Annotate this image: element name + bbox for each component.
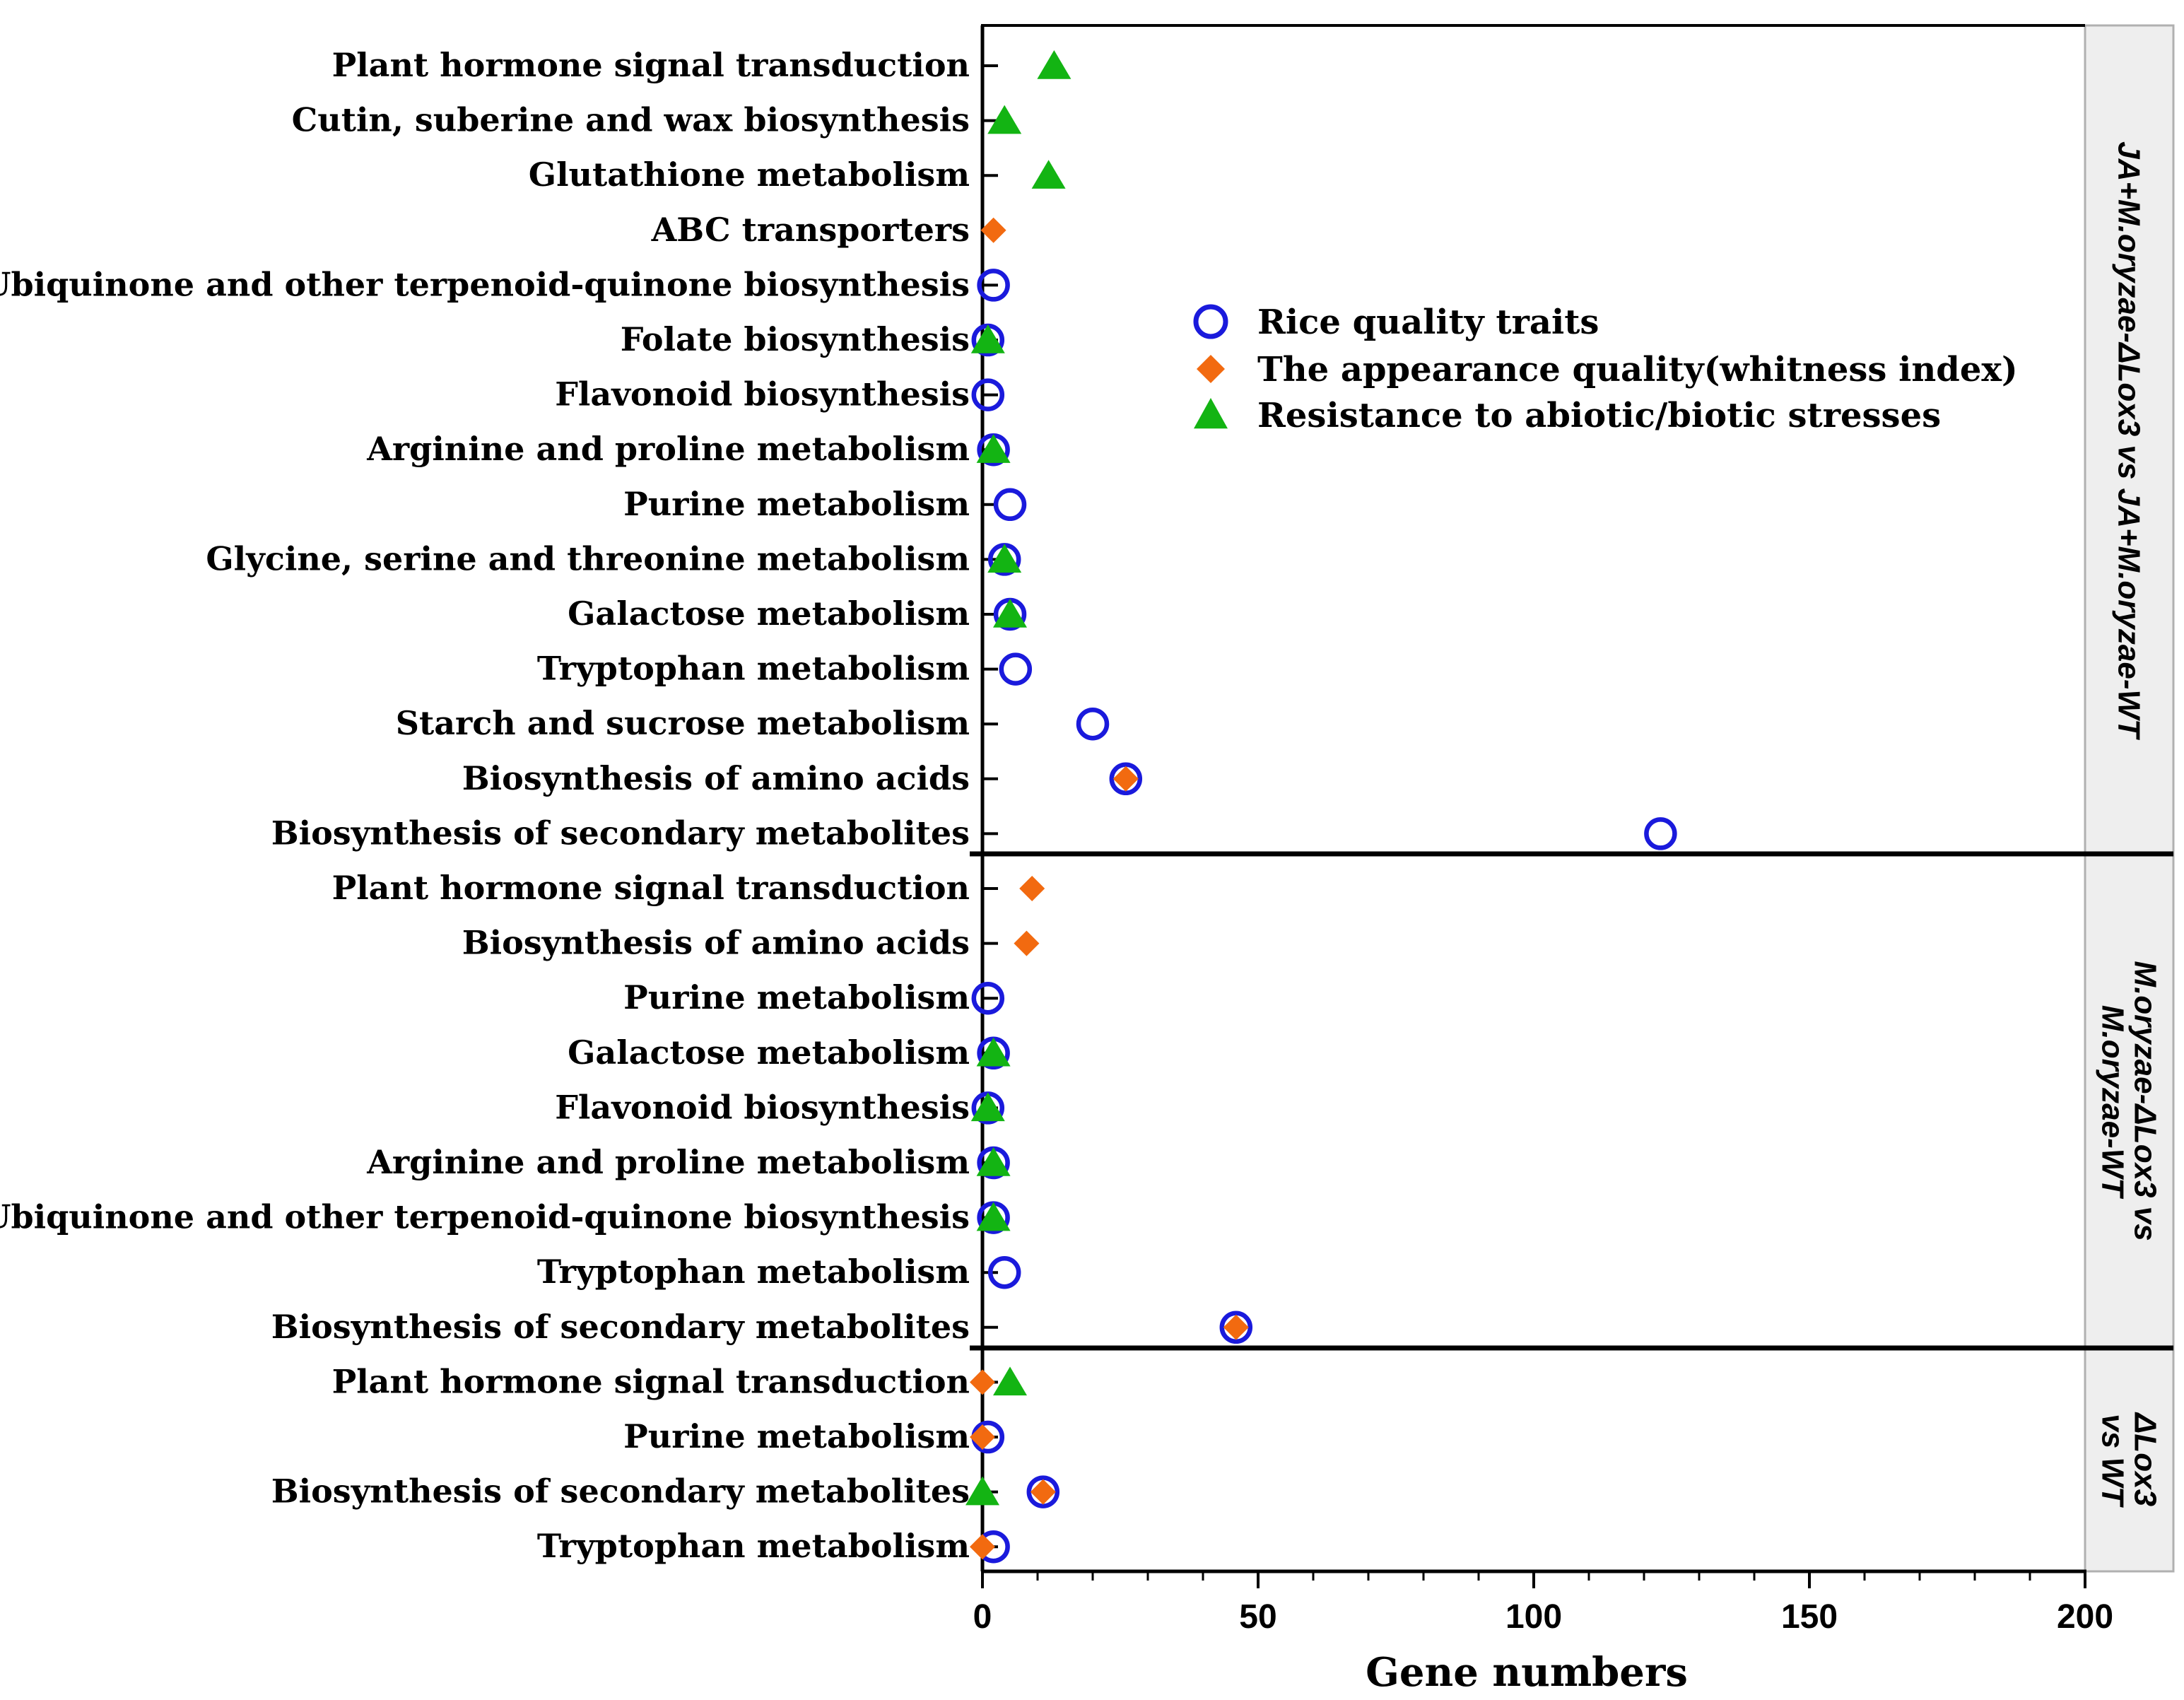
legend-marker-resistance — [1194, 398, 1228, 429]
resistance-point — [1037, 50, 1072, 79]
appearance-point — [1019, 876, 1045, 901]
category-label: Biosynthesis of secondary metabolites — [271, 814, 970, 852]
rice-quality-point — [1644, 817, 1677, 850]
appearance-point — [970, 1534, 995, 1560]
category-label: Plant hormone signal transduction — [332, 46, 970, 84]
x-tick-label: 200 — [2057, 1598, 2113, 1636]
category-label: Glutathione metabolism — [529, 156, 970, 194]
category-label: Tryptophan metabolism — [537, 650, 970, 688]
category-label: ABC transporters — [651, 211, 970, 249]
category-label: Flavonoid biosynthesis — [555, 1088, 970, 1126]
panel-strip-1 — [2084, 24, 2175, 855]
category-label: Ubiquinone and other terpenoid-quinone b… — [0, 265, 970, 303]
category-label: Arginine and proline metabolism — [366, 430, 970, 468]
category-label: Flavonoid biosynthesis — [555, 375, 970, 414]
rice-quality-point — [1026, 1475, 1060, 1508]
category-label: Purine metabolism — [623, 485, 970, 523]
legend-marker-appearance — [1197, 355, 1225, 383]
resistance-point — [976, 434, 1011, 463]
appearance-point — [970, 1424, 995, 1450]
appearance-point — [970, 1369, 995, 1395]
resistance-point — [970, 324, 1005, 353]
category-label: Cutin, suberine and wax biosynthesis — [292, 101, 970, 139]
resistance-point — [976, 1147, 1011, 1176]
legend-label: Resistance to abiotic/biotic stresses — [1257, 396, 1941, 435]
panel-strip-title-1: JA+M.oryzae-ΔLox3 vs JA+M.oryzae-WT — [2112, 141, 2147, 740]
appearance-point — [1223, 1314, 1249, 1340]
category-label: Purine metabolism — [623, 1417, 970, 1455]
category-label: Plant hormone signal transduction — [332, 1362, 970, 1400]
category-label: Glycine, serine and threonine metabolism — [206, 539, 970, 578]
rice-quality-point — [971, 981, 1005, 1015]
resistance-point — [987, 105, 1022, 134]
x-axis-title: Gene numbers — [1366, 1649, 1688, 1696]
legend-marker-rice-quality — [1193, 304, 1228, 339]
category-label: Biosynthesis of amino acids — [462, 924, 970, 962]
rice-quality-point — [971, 378, 1005, 411]
resistance-point — [965, 1476, 999, 1506]
appearance-point — [1014, 930, 1040, 956]
resistance-point — [987, 544, 1022, 573]
panel-strip-title-2: M.oryzae-ΔLox3 vsM.oryzae-WT — [2096, 961, 2163, 1241]
rice-quality-point — [977, 269, 1010, 302]
resistance-point — [976, 1037, 1011, 1067]
category-label: Galactose metabolism — [568, 1033, 970, 1072]
rice-quality-point — [999, 652, 1033, 686]
appearance-point — [1030, 1479, 1056, 1505]
panel-strip-title-line: M.oryzae-WT — [2096, 1005, 2130, 1199]
rice-quality-point — [1219, 1311, 1253, 1344]
legend-label: The appearance quality(whitness index) — [1257, 350, 2018, 389]
category-label: Arginine and proline metabolism — [366, 1143, 970, 1181]
rice-quality-point — [1076, 707, 1110, 741]
appearance-point — [980, 217, 1006, 243]
resistance-point — [970, 1092, 1005, 1122]
panel-strip-title-line: ΔLox3 — [2128, 1412, 2163, 1506]
category-label: Galactose metabolism — [568, 594, 970, 633]
rice-quality-point — [1109, 762, 1143, 796]
category-label: Biosynthesis of secondary metabolites — [271, 1472, 970, 1511]
rice-quality-point — [993, 488, 1027, 522]
panel-strips: JA+M.oryzae-ΔLox3 vs JA+M.oryzae-WT M.ory… — [2084, 24, 2175, 1573]
category-label: Folate biosynthesis — [621, 320, 970, 358]
x-tick-label: 0 — [973, 1598, 992, 1636]
x-tick-label: 100 — [1505, 1598, 1562, 1636]
category-label: Starch and sucrose metabolism — [396, 704, 970, 742]
category-label: Purine metabolism — [623, 978, 970, 1016]
panel-strip-title-line: JA+M.oryzae-ΔLox3 vs JA+M.oryzae-WT — [2112, 141, 2147, 740]
panel-strip-title-line: M.oryzae-ΔLox3 vs — [2128, 961, 2163, 1241]
rice-quality-point — [987, 1255, 1021, 1289]
resistance-point — [976, 1202, 1011, 1231]
panel-strip-title-line: vs WT — [2096, 1414, 2130, 1508]
resistance-point — [1031, 160, 1066, 189]
category-label: Tryptophan metabolism — [537, 1527, 970, 1565]
category-label: Plant hormone signal transduction — [332, 869, 970, 907]
resistance-point — [993, 599, 1027, 628]
x-tick-label: 50 — [1239, 1598, 1276, 1636]
legend-label: Rice quality traits — [1257, 303, 1599, 342]
category-label: Biosynthesis of amino acids — [462, 759, 970, 797]
appearance-point — [1112, 766, 1139, 792]
resistance-point — [993, 1366, 1027, 1396]
category-label: Biosynthesis of secondary metabolites — [271, 1308, 970, 1346]
axes: 0 50 100 150 200 — [970, 24, 2173, 1636]
x-tick-label: 150 — [1781, 1598, 1838, 1636]
category-label: Ubiquinone and other terpenoid-quinone b… — [0, 1198, 970, 1236]
category-label: Tryptophan metabolism — [537, 1253, 970, 1291]
category-labels: Plant hormone signal transduction Cutin, … — [0, 46, 970, 1565]
data-points — [965, 50, 1677, 1564]
legend: Rice quality traits The appearance qualit… — [1193, 303, 2018, 435]
